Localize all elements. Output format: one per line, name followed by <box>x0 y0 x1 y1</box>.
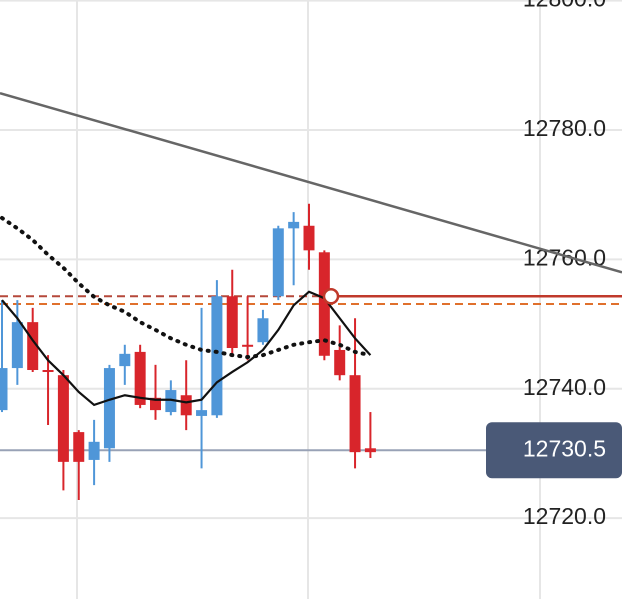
candle-body <box>42 370 54 373</box>
candle-body <box>0 368 8 411</box>
last-price-label: 12730.5 <box>523 435 606 461</box>
candle-body <box>334 349 346 376</box>
candle-body <box>88 441 100 460</box>
candle-body <box>134 351 146 405</box>
candle-body <box>257 318 269 343</box>
position-marker <box>322 288 340 305</box>
candle-body <box>364 448 376 453</box>
candle-body <box>73 432 85 462</box>
y-tick-label: 12740.0 <box>523 374 606 400</box>
candle-body <box>226 296 238 349</box>
candle-body <box>349 375 361 453</box>
y-tick-label: 12800.0 <box>523 0 606 12</box>
y-tick-label: 12720.0 <box>523 503 606 529</box>
candle-body <box>180 395 192 416</box>
candle-body <box>303 225 315 251</box>
moving-average <box>1 290 372 407</box>
last-price-badge <box>486 422 622 479</box>
y-tick-label: 12780.0 <box>523 115 606 141</box>
candle-body <box>196 410 208 416</box>
trendline <box>0 91 622 274</box>
candle-body <box>165 390 177 413</box>
candle-body <box>57 375 69 462</box>
candle-body <box>150 397 161 411</box>
candle-body <box>242 344 254 347</box>
candle-body <box>27 322 39 371</box>
candle-body <box>119 353 131 367</box>
candle-body <box>318 252 330 356</box>
moving-average-dotted <box>0 215 373 360</box>
candle-body <box>103 368 115 449</box>
candle-body <box>272 228 284 297</box>
candle-body <box>11 322 23 369</box>
candle-body <box>211 296 223 416</box>
candle-body <box>288 221 300 229</box>
